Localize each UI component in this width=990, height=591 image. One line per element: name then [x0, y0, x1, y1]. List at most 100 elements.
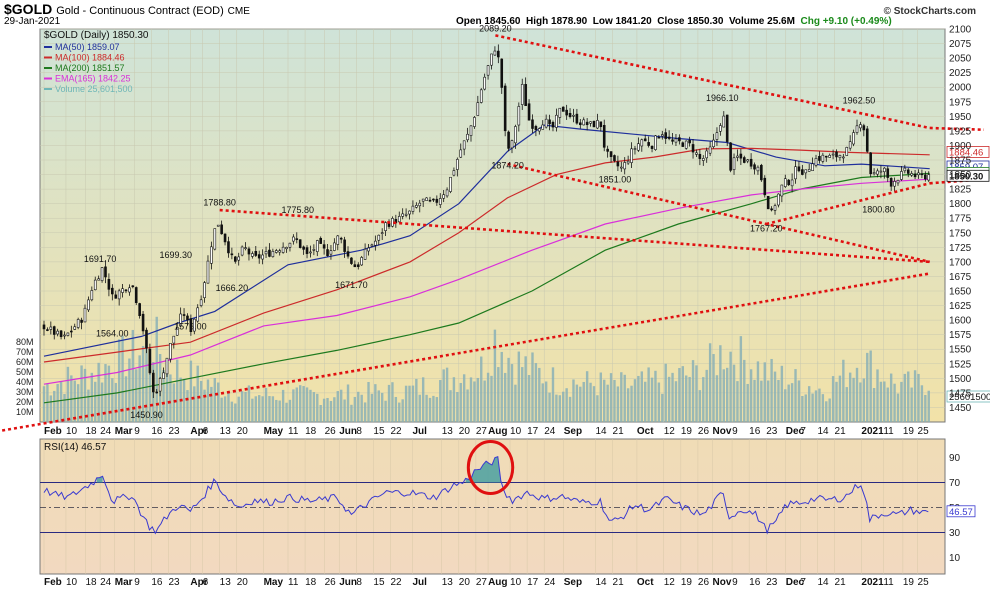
volume-bar: [415, 378, 418, 422]
volume-bar: [490, 375, 493, 422]
volume-bar: [223, 396, 227, 422]
candle-body: [695, 152, 698, 155]
volume-bar: [889, 373, 893, 422]
candle-body: [756, 166, 760, 172]
volume-bar: [145, 336, 148, 422]
candle-body: [346, 251, 350, 257]
candle-body: [548, 119, 551, 125]
volume-bar: [261, 396, 264, 422]
x-tick-label: Apr: [190, 426, 207, 437]
volume-bar: [579, 386, 582, 422]
volume-bar: [196, 365, 199, 422]
red-trendline: [507, 162, 931, 264]
candle-body: [124, 289, 128, 292]
candle-body: [360, 257, 363, 266]
volume-bar: [309, 389, 312, 422]
rsi-x-tick-label: 15: [373, 577, 385, 588]
candle-body: [104, 266, 107, 278]
volume-bar: [825, 401, 828, 422]
candle-body: [117, 290, 121, 300]
x-tick-label: 9: [732, 426, 738, 437]
candle-body: [264, 251, 268, 255]
candle-body: [182, 314, 186, 316]
candle-body: [76, 319, 80, 328]
volume-bar: [428, 397, 432, 422]
x-tick-label: 23: [168, 426, 180, 437]
volume-bar: [541, 383, 544, 422]
candle-body: [859, 124, 862, 129]
rsi-x-tick-label: 18: [85, 577, 97, 588]
candle-body: [541, 124, 545, 130]
volume-bar: [244, 391, 247, 422]
volume-bar: [357, 391, 360, 422]
candle-body: [807, 169, 811, 172]
volume-bar: [322, 398, 326, 422]
volume-bar: [97, 362, 100, 422]
price-annotation: 1699.30: [159, 250, 192, 260]
candle-body: [97, 278, 100, 281]
x-tick-label: 12: [664, 426, 676, 437]
candle-body: [801, 169, 804, 175]
candle-body: [609, 151, 613, 157]
candle-body: [210, 246, 213, 264]
candle-body: [353, 264, 357, 268]
candle-body: [473, 117, 476, 127]
rsi-x-tick-label: 27: [476, 577, 488, 588]
candle-body: [199, 299, 203, 306]
volume-bar: [237, 396, 240, 422]
volume-bar: [883, 381, 886, 422]
price-tick-label: 1700: [949, 257, 972, 268]
x-tick-label: 11: [288, 426, 299, 437]
candle-body: [818, 156, 821, 161]
volume-bar: [712, 354, 715, 422]
volume-bar: [401, 399, 404, 422]
candle-body: [152, 372, 155, 393]
ma-line: [43, 124, 930, 357]
price-annotations: 2089.20 1874.20 1966.10 1962.50 1851.00 1767.…: [84, 23, 990, 420]
volume-bar: [910, 387, 913, 422]
candle-body: [701, 158, 705, 161]
x-tick-label: Feb: [44, 426, 62, 437]
candle-body: [855, 125, 859, 133]
volume-bar: [924, 394, 927, 422]
ticker-label: $GOLD: [4, 1, 53, 17]
volume-bar: [534, 363, 538, 422]
candle-body: [87, 299, 90, 311]
candle-body: [384, 222, 387, 231]
volume-bar: [394, 396, 398, 422]
x-tick-label: 26: [325, 426, 337, 437]
volume-bar: [859, 382, 862, 422]
volume-bar: [575, 384, 579, 422]
volume-bar: [278, 400, 281, 422]
x-tick-label: Sep: [564, 426, 582, 437]
volume-bar: [503, 372, 507, 422]
volume-bar: [439, 380, 442, 422]
volume-bar: [247, 385, 251, 422]
rsi-tick-label: 10: [949, 553, 961, 564]
price-tick-label: 2050: [949, 54, 972, 65]
candle-body: [162, 372, 165, 379]
volume-bar: [343, 399, 346, 422]
candle-body: [445, 189, 449, 197]
candle-body: [691, 144, 695, 153]
x-tick-label: 10: [510, 426, 522, 437]
volume-bar: [360, 394, 363, 422]
candle-body: [227, 241, 230, 254]
volume-bar: [749, 369, 753, 422]
volume-bar: [903, 373, 907, 422]
volume-bar: [497, 367, 500, 422]
candle-body: [831, 153, 835, 156]
volume-bar: [87, 389, 90, 422]
volume-bar: [421, 377, 425, 422]
volume-bar: [456, 391, 459, 422]
candle-body: [814, 158, 818, 166]
x-tick-label: 25: [918, 426, 930, 437]
candle-body: [295, 238, 299, 240]
price-panel: [39, 28, 946, 423]
candle-body: [377, 234, 381, 241]
candle-body: [592, 120, 596, 128]
candle-body: [169, 343, 172, 360]
candle-body: [203, 282, 206, 299]
volume-bar: [172, 383, 176, 422]
rsi-tick-label: 90: [949, 453, 961, 464]
